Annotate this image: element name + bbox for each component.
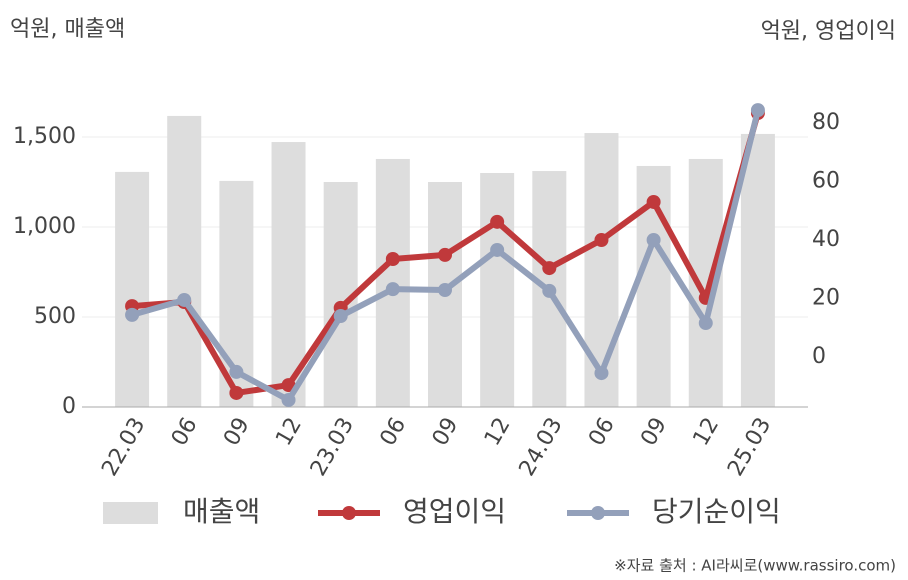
point bbox=[542, 261, 557, 276]
point bbox=[281, 378, 296, 393]
point bbox=[594, 232, 609, 247]
y-tick-label: 1,000 bbox=[13, 214, 76, 239]
y-tick-label: 500 bbox=[34, 304, 76, 329]
y2-tick-label: 60 bbox=[812, 168, 840, 193]
point bbox=[594, 366, 609, 381]
x-tick-label: 06 bbox=[376, 414, 412, 451]
x-tick-label: 23.03 bbox=[306, 414, 359, 481]
legend-marker bbox=[342, 506, 356, 520]
y2-tick-label: 0 bbox=[812, 344, 826, 369]
bar bbox=[480, 173, 515, 407]
point bbox=[229, 364, 244, 379]
legend-label: 당기순이익 bbox=[652, 495, 781, 528]
bar bbox=[115, 171, 150, 407]
x-tick-label: 22.03 bbox=[97, 414, 150, 481]
x-tick-label: 09 bbox=[636, 414, 672, 451]
y2-axis-label: 억원, 영업이익 bbox=[761, 19, 896, 44]
bar bbox=[167, 115, 202, 407]
point bbox=[125, 307, 140, 322]
x-tick-label: 06 bbox=[167, 414, 203, 451]
y2-tick-label: 40 bbox=[812, 227, 840, 252]
point bbox=[229, 385, 244, 400]
x-tick-label: 25.03 bbox=[723, 414, 776, 481]
point bbox=[542, 283, 557, 298]
legend-swatch bbox=[103, 502, 158, 524]
point bbox=[177, 292, 192, 307]
point bbox=[750, 103, 765, 118]
x-tick-label: 09 bbox=[219, 414, 255, 451]
legend-label: 영업이익 bbox=[403, 495, 506, 528]
point bbox=[490, 214, 505, 229]
point bbox=[490, 242, 505, 257]
legend-label: 매출액 bbox=[183, 495, 260, 528]
point bbox=[281, 392, 296, 407]
y-tick-label: 0 bbox=[62, 394, 76, 419]
point bbox=[438, 247, 452, 262]
x-tick-label: 24.03 bbox=[515, 414, 568, 481]
x-tick-label: 06 bbox=[584, 414, 620, 451]
point bbox=[698, 316, 713, 331]
x-tick-label: 12 bbox=[480, 413, 516, 450]
point bbox=[646, 194, 661, 209]
bar bbox=[740, 133, 775, 407]
bar bbox=[584, 133, 619, 408]
x-tick-label: 09 bbox=[428, 414, 464, 451]
y2-tick-label: 20 bbox=[812, 285, 840, 310]
source: ※자료 출처 : AI라씨로(www.rassiro.com) bbox=[614, 557, 896, 575]
point bbox=[438, 283, 452, 298]
bar bbox=[271, 142, 306, 408]
x-tick-label: 12 bbox=[271, 414, 307, 451]
point bbox=[385, 282, 400, 297]
y-tick-label: 1,500 bbox=[13, 124, 76, 149]
y-axis-label: 억원, 매출액 bbox=[10, 17, 125, 42]
x-tick-label: 12 bbox=[689, 414, 725, 451]
y2-tick-label: 80 bbox=[812, 110, 840, 135]
legend-marker bbox=[591, 506, 605, 520]
point bbox=[646, 232, 661, 247]
point bbox=[333, 309, 348, 324]
point bbox=[385, 252, 400, 267]
